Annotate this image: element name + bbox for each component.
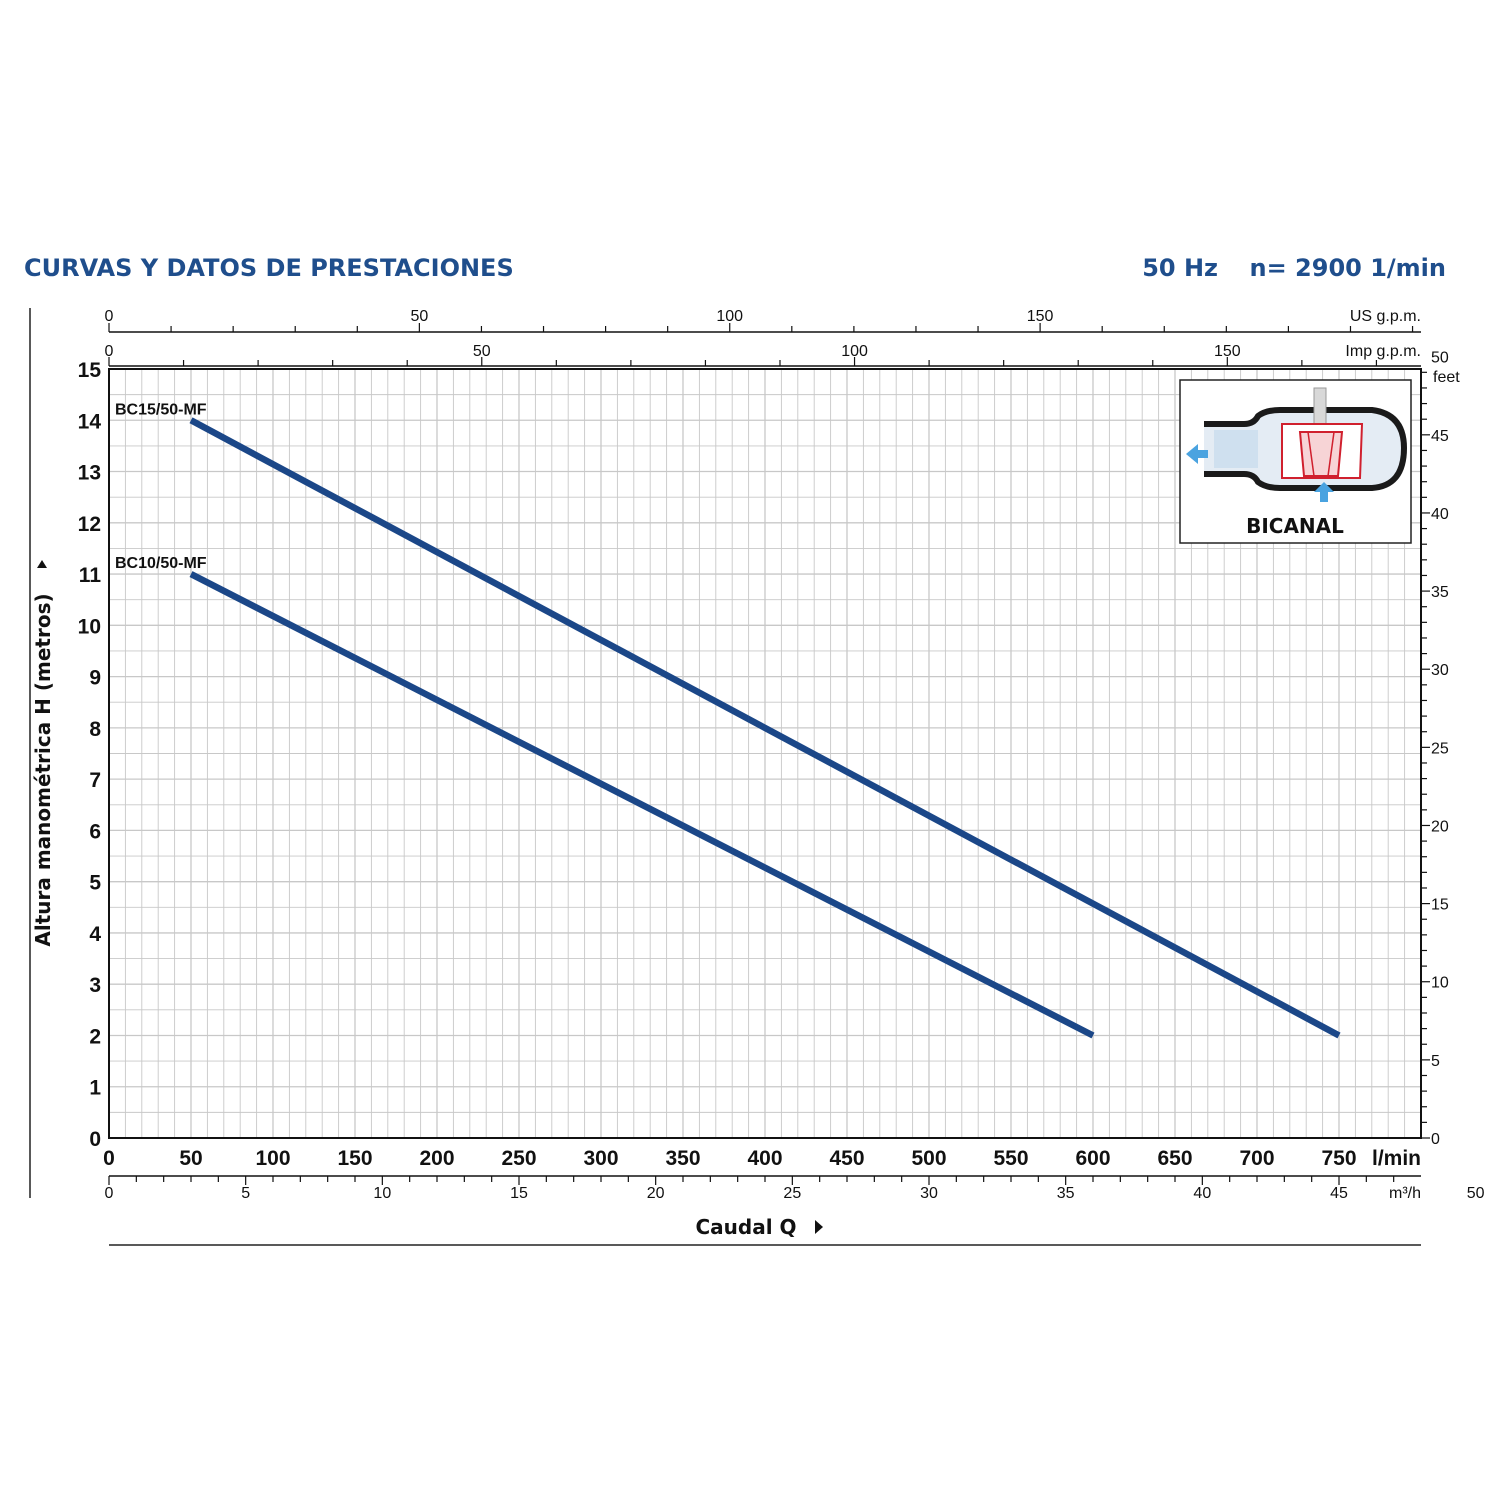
frequency-label: 50 Hz bbox=[1142, 254, 1218, 282]
series-line-BC15/50-MF bbox=[189, 417, 1341, 1039]
y-tick-label: 2 bbox=[89, 1025, 101, 1048]
y-tick-label: 13 bbox=[78, 462, 101, 485]
y-tick-label: 15 bbox=[78, 359, 102, 382]
y-tick-label: 4 bbox=[89, 923, 101, 946]
x-tick-label: 450 bbox=[829, 1147, 864, 1170]
inset-panel: BICANAL bbox=[1179, 379, 1412, 544]
secondary-tick-label: 35 bbox=[1057, 1185, 1075, 1202]
x-tick-label: 50 bbox=[179, 1147, 202, 1170]
x-tick-label: 100 bbox=[255, 1147, 290, 1170]
secondary-tick-label: 150 bbox=[1027, 308, 1054, 325]
secondary-tick-label: 150 bbox=[1214, 343, 1241, 360]
secondary-tick-label: 50 bbox=[1467, 1185, 1485, 1202]
feet-tick-label: 25 bbox=[1431, 740, 1449, 757]
series-label: BC15/50-MF bbox=[115, 401, 207, 418]
y-tick-label: 5 bbox=[89, 872, 101, 895]
x-axis-title: Caudal Q bbox=[695, 1215, 796, 1239]
secondary-tick-label: 5 bbox=[241, 1185, 250, 1202]
feet-tick-label: 15 bbox=[1431, 897, 1449, 914]
x-tick-label: 0 bbox=[103, 1147, 115, 1170]
secondary-tick-label: 50 bbox=[473, 343, 491, 360]
x-axis-arrow-icon bbox=[815, 1220, 823, 1234]
y-tick-label: 9 bbox=[89, 667, 101, 690]
y-axis-title: Altura manométrica H (metros) bbox=[31, 593, 55, 946]
x-tick-label: 500 bbox=[911, 1147, 946, 1170]
feet-axis-label: feet bbox=[1433, 369, 1460, 386]
feet-tick-label: 0 bbox=[1431, 1131, 1440, 1148]
secondary-tick-label: 0 bbox=[105, 343, 114, 360]
secondary-tick-label: 100 bbox=[716, 308, 743, 325]
secondary-tick-label: 30 bbox=[920, 1185, 938, 1202]
y-tick-label: 6 bbox=[89, 820, 101, 843]
secondary-tick-label: 40 bbox=[1193, 1185, 1211, 1202]
feet-tick-label: 30 bbox=[1431, 662, 1449, 679]
speed-label: n= 2900 1/min bbox=[1250, 254, 1447, 282]
x-tick-label: 200 bbox=[419, 1147, 454, 1170]
secondary-tick-label: 45 bbox=[1330, 1185, 1348, 1202]
y-tick-label: 11 bbox=[79, 564, 102, 587]
x-tick-label: 600 bbox=[1075, 1147, 1110, 1170]
x-tick-label: 300 bbox=[583, 1147, 618, 1170]
x-tick-label: 650 bbox=[1157, 1147, 1192, 1170]
y-tick-label: 12 bbox=[78, 513, 101, 536]
x-tick-label: 400 bbox=[747, 1147, 782, 1170]
series-layer: BC15/50-MF BC10/50-MF bbox=[115, 401, 1341, 1039]
x-unit-label: l/min bbox=[1372, 1147, 1421, 1170]
y-tick-label: 0 bbox=[89, 1128, 101, 1151]
secondary-axis-label: m³/h bbox=[1389, 1185, 1421, 1202]
feet-tick-label: 10 bbox=[1431, 975, 1449, 992]
x-tick-label: 350 bbox=[665, 1147, 700, 1170]
y-tick-label: 14 bbox=[78, 410, 102, 433]
bicanal-impeller-icon bbox=[1186, 387, 1407, 502]
page-title: CURVAS Y DATOS DE PRESTACIONES bbox=[24, 254, 514, 282]
secondary-tick-label: 10 bbox=[373, 1185, 391, 1202]
y-tick-label: 3 bbox=[89, 974, 101, 997]
series-label: BC10/50-MF bbox=[115, 555, 207, 572]
y-tick-label: 1 bbox=[89, 1077, 101, 1100]
x-tick-label: 250 bbox=[501, 1147, 536, 1170]
x-tick-label: 750 bbox=[1321, 1147, 1356, 1170]
x-tick-label: 550 bbox=[993, 1147, 1028, 1170]
secondary-tick-label: 0 bbox=[105, 1185, 114, 1202]
feet-tick-label: 20 bbox=[1431, 818, 1449, 835]
tick-labels: 0 50 100 150 200 250 300 350 400 450 500 550 600 650 7… bbox=[78, 308, 1485, 1202]
y-tick-label: 10 bbox=[78, 615, 101, 638]
secondary-tick-label: 20 bbox=[647, 1185, 665, 1202]
secondary-axis-label: US g.p.m. bbox=[1350, 308, 1421, 325]
secondary-axis-label: Imp g.p.m. bbox=[1345, 343, 1421, 360]
plot-frame bbox=[108, 368, 1422, 1139]
secondary-tick-label: 100 bbox=[841, 343, 868, 360]
series-line-BC10/50-MF bbox=[189, 571, 1095, 1039]
y-tick-label: 8 bbox=[89, 718, 101, 741]
axes bbox=[108, 323, 1430, 1185]
inset-label: BICANAL bbox=[1246, 514, 1344, 538]
x-tick-label: 700 bbox=[1239, 1147, 1274, 1170]
secondary-tick-label: 25 bbox=[783, 1185, 801, 1202]
inlet-arrow-icon bbox=[1314, 482, 1334, 502]
secondary-tick-label: 50 bbox=[410, 308, 428, 325]
y-axis-arrow-icon bbox=[37, 560, 47, 568]
feet-tick-label: 45 bbox=[1431, 428, 1449, 445]
feet-tick-label: 40 bbox=[1431, 506, 1449, 523]
grid bbox=[109, 369, 1421, 1138]
x-tick-label: 150 bbox=[337, 1147, 372, 1170]
outlet-arrow-icon bbox=[1186, 444, 1208, 464]
secondary-tick-label: 0 bbox=[105, 308, 114, 325]
feet-tick-label: 5 bbox=[1431, 1053, 1440, 1070]
y-tick-label: 7 bbox=[89, 769, 101, 792]
secondary-tick-label: 15 bbox=[510, 1185, 528, 1202]
feet-tick-label: 35 bbox=[1431, 584, 1449, 601]
feet-tick-label: 50 bbox=[1431, 350, 1449, 367]
